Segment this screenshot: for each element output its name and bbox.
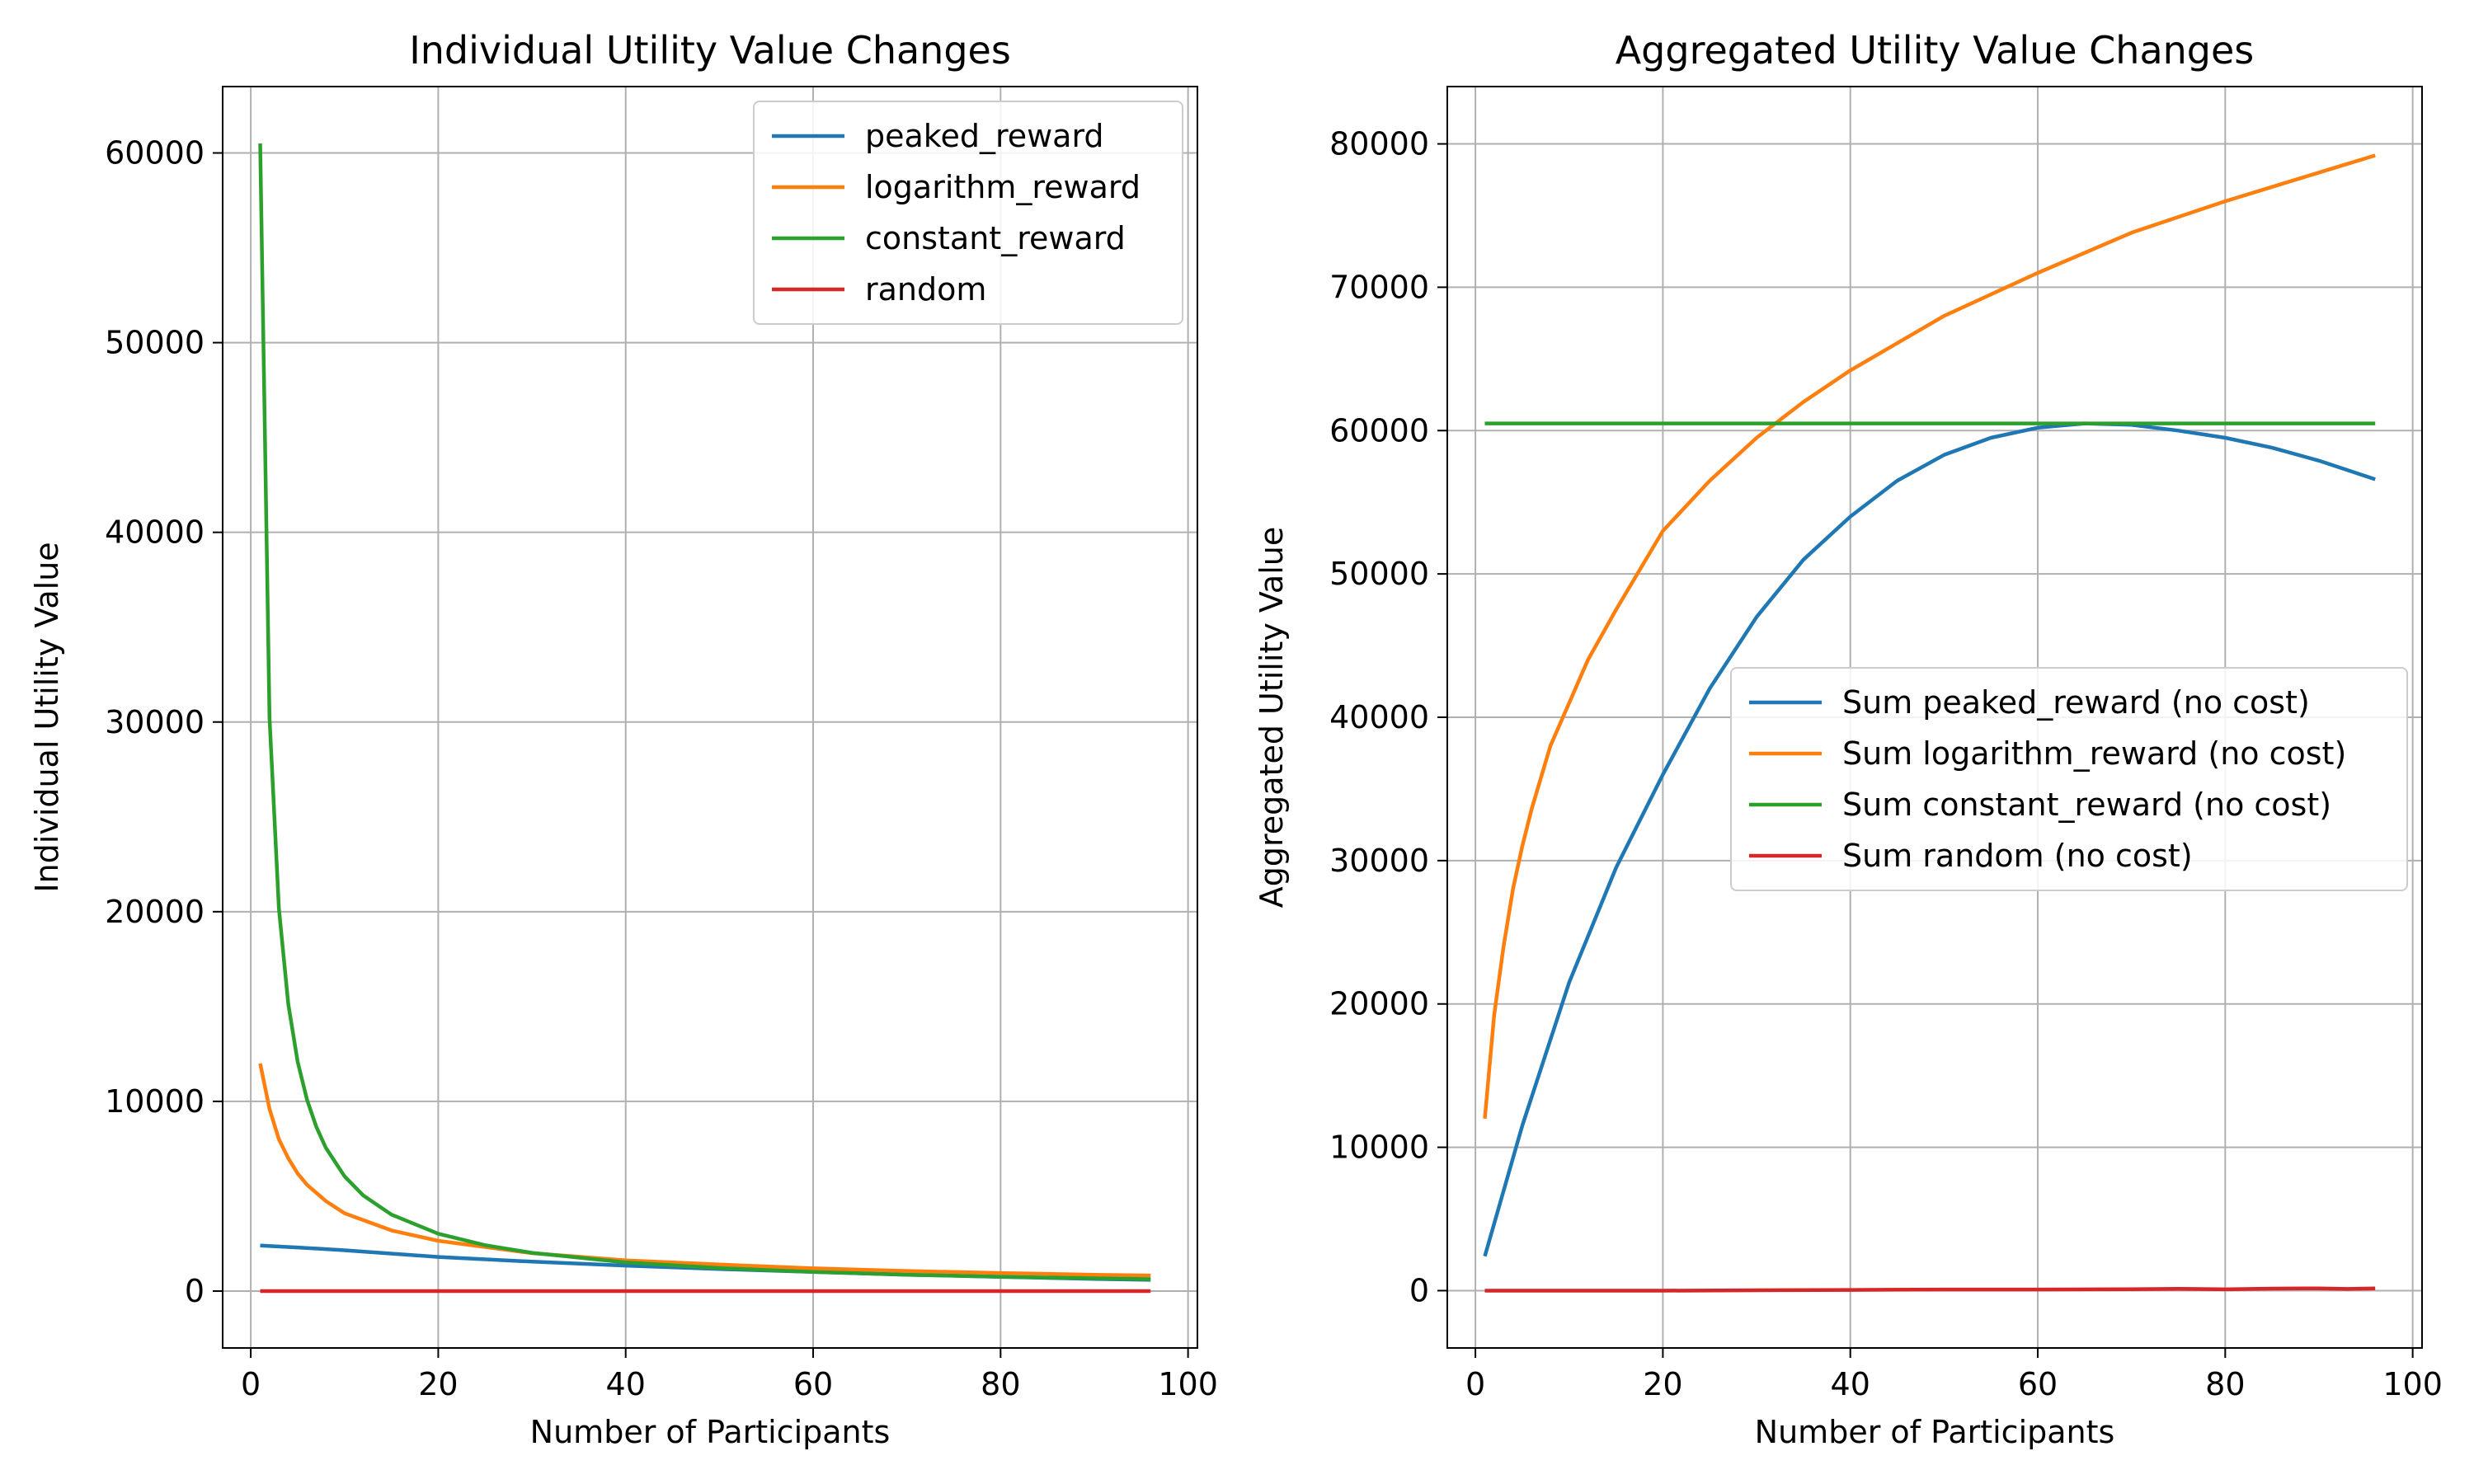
chart-individual: Individual Utility Value Changes Number … [29,28,1218,1450]
legend-box [1730,667,2408,891]
x-tick-label: 0 [241,1366,261,1402]
x-tick-label: 40 [606,1366,646,1402]
x-tick-label: 100 [1158,1366,1218,1402]
ticks: 0 20 40 60 80 100 0 10000 20000 30000 40000 50000 60… [1329,126,2443,1402]
y-tick-label: 20000 [105,894,205,930]
legend-label: constant_reward [865,220,1126,256]
chart-title: Aggregated Utility Value Changes [1616,28,2255,73]
x-tick-label: 80 [981,1366,1020,1402]
x-tick-label: 20 [418,1366,458,1402]
y-tick-label: 60000 [1329,412,1429,448]
series-group [258,143,1151,1294]
y-tick-label: 30000 [1329,843,1429,879]
y-tick-label: 70000 [1329,269,1429,305]
series-line-1 [1483,153,2376,1120]
x-tick-label: 80 [2205,1366,2245,1402]
x-tick-label: 40 [1831,1366,1870,1402]
y-tick-label: 50000 [105,325,205,361]
x-tick-label: 0 [1465,1366,1485,1402]
chart-title: Individual Utility Value Changes [409,28,1011,73]
legend-label: Sum random (no cost) [1842,838,2193,874]
y-tick-label: 50000 [1329,556,1429,592]
legend-label: Sum logarithm_reward (no cost) [1842,735,2346,772]
y-tick-label: 0 [185,1273,205,1309]
y-tick-label: 10000 [105,1083,205,1120]
x-tick-label: 60 [793,1366,833,1402]
y-tick-label: 10000 [1329,1129,1429,1166]
y-tick-label: 40000 [1329,699,1429,735]
legend-label: peaked_reward [865,118,1104,154]
y-axis-label: Aggregated Utility Value [1253,527,1290,909]
x-tick-label: 100 [2382,1366,2443,1402]
ticks: 0 20 40 60 80 100 0 10000 20000 30000 40000 50000 60… [105,135,1218,1402]
x-axis-label: Number of Participants [1755,1414,2115,1450]
y-tick-label: 40000 [105,514,205,551]
y-tick-label: 60000 [105,135,205,171]
y-tick-label: 80000 [1329,126,1429,162]
series-line-2 [258,143,1151,1281]
x-tick-label: 60 [2018,1366,2058,1402]
series-line-1 [258,1063,1151,1278]
legend: Sum peaked_reward (no cost) Sum logarithm… [1730,667,2408,891]
plot-frame [222,86,1198,1349]
chart-aggregated: Aggregated Utility Value Changes Number … [1253,28,2443,1450]
series-line-0 [1483,421,2376,1257]
x-axis-label: Number of Participants [530,1414,891,1450]
legend-label: random [865,271,986,308]
y-tick-label: 20000 [1329,986,1429,1022]
legend: peaked_reward logarithm_reward constant_re… [753,101,1183,325]
series-group [1483,153,2376,1293]
series-line-3 [1484,1286,2376,1293]
y-tick-label: 30000 [105,704,205,740]
legend-label: Sum constant_reward (no cost) [1842,787,2331,823]
legend-label: logarithm_reward [865,169,1141,205]
legend-box [753,101,1183,325]
x-tick-label: 20 [1643,1366,1682,1402]
legend-label: Sum peaked_reward (no cost) [1842,684,2310,721]
y-tick-label: 0 [1409,1272,1429,1308]
y-axis-label: Individual Utility Value [29,542,65,892]
